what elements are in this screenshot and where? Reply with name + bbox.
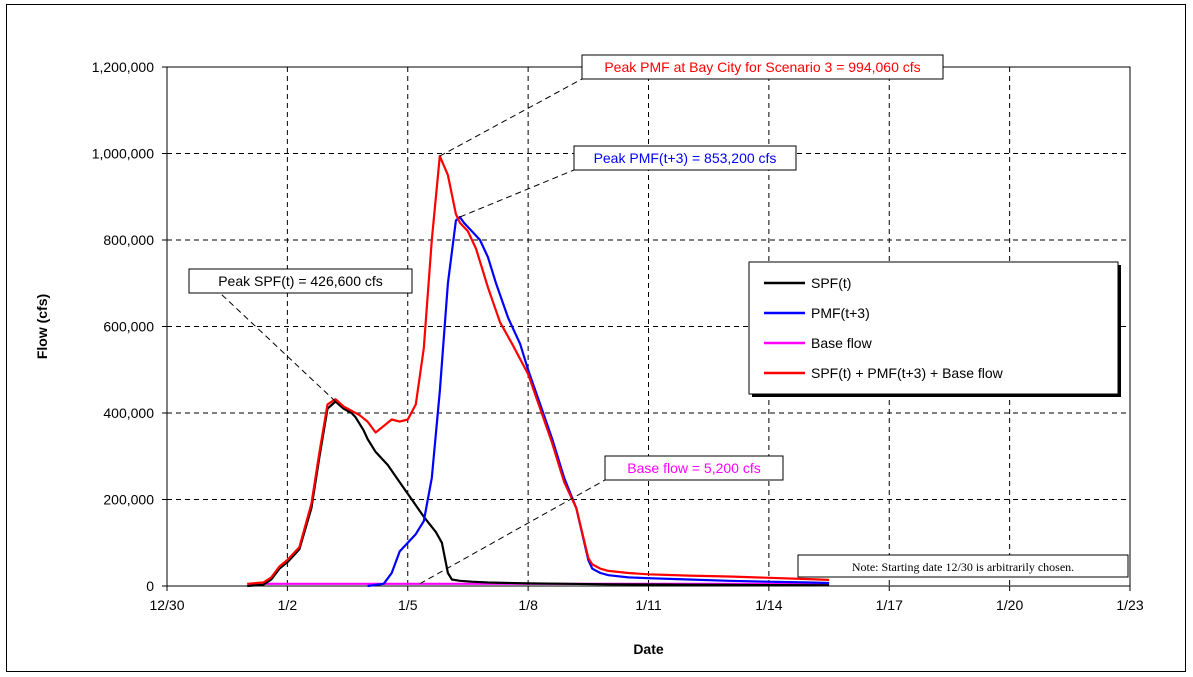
legend-label: SPF(t) + PMF(t+3) + Base flow — [811, 365, 1004, 381]
y-tick-label: 200,000 — [103, 492, 154, 508]
y-tick-label: 400,000 — [103, 405, 154, 421]
chart-frame — [6, 4, 1186, 672]
y-tick-label: 600,000 — [103, 319, 154, 335]
annotation-text: Peak SPF(t) = 426,600 cfs — [218, 273, 383, 289]
annotation-text: Peak PMF at Bay City for Scenario 3 = 99… — [604, 59, 920, 75]
x-tick-label: 1/20 — [996, 597, 1023, 613]
x-tick-label: 1/2 — [278, 597, 298, 613]
x-tick-label: 12/30 — [149, 597, 184, 613]
y-tick-label: 800,000 — [103, 232, 154, 248]
y-axis-title: Flow (cfs) — [34, 294, 50, 359]
x-tick-label: 1/14 — [755, 597, 782, 613]
x-tick-label: 1/11 — [635, 597, 661, 613]
note-border — [797, 554, 1129, 578]
x-tick-label: 1/5 — [398, 597, 418, 613]
y-tick-label: 0 — [146, 578, 154, 594]
note-box: Note: Starting date 12/30 is arbitrarily… — [797, 554, 1129, 578]
gridlines — [167, 66, 1131, 586]
annotations: Peak PMF at Bay City for Scenario 3 = 99… — [188, 54, 944, 585]
x-axis-title: Date — [633, 641, 664, 657]
annotation-box — [581, 54, 944, 80]
legend-label: PMF(t+3) — [811, 305, 870, 321]
annotation-box — [604, 455, 784, 481]
series-line-3 — [247, 155, 830, 585]
annotation-leader — [219, 292, 336, 402]
annotation-leader — [459, 169, 575, 218]
legend-label: SPF(t) — [811, 275, 851, 291]
legend: SPF(t) PMF(t+3) Base flow SPF(t) + PMF(t+3)… — [748, 261, 1121, 397]
series-lines — [247, 155, 830, 588]
x-tick-label: 1/8 — [518, 597, 538, 613]
tick-labels: 12/30 1/2 1/5 1/8 1/11 1/14 1/17 1/20 1/23 0 200,0… — [92, 59, 1144, 613]
legend-label: Base flow — [811, 335, 873, 351]
annotation-box — [573, 145, 797, 171]
annotation-box — [188, 268, 413, 294]
y-tick-label: 1,200,000 — [92, 59, 154, 75]
series-line-1 — [367, 215, 830, 588]
legend-box — [748, 261, 1119, 395]
y-tick-label: 1,000,000 — [92, 146, 154, 162]
note-text: Note: Starting date 12/30 is arbitrarily… — [852, 560, 1074, 574]
x-tick-label: 1/17 — [876, 597, 903, 613]
annotation-leader — [439, 78, 583, 157]
annotation-leader — [419, 479, 606, 585]
annotation-text: Base flow = 5,200 cfs — [627, 460, 760, 476]
series-line-0 — [247, 400, 830, 588]
annotation-text: Peak PMF(t+3) = 853,200 cfs — [594, 150, 777, 166]
x-tick-label: 1/23 — [1116, 597, 1143, 613]
